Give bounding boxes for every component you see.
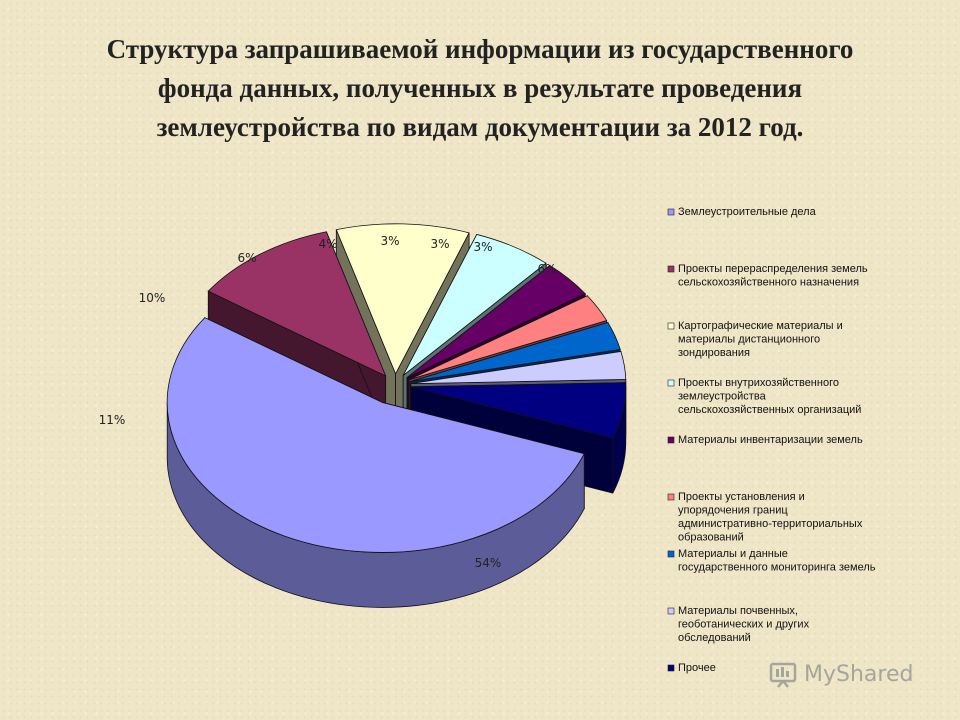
legend-item-6: Материалы и данные государственного монит… <box>678 548 876 574</box>
legend-swatch-6 <box>667 550 675 558</box>
legend-swatch-3 <box>667 379 675 387</box>
pie-slice-label-3: 6% <box>237 251 256 265</box>
chart-title: Структура запрашиваемой информации из го… <box>106 34 854 142</box>
pie-slice-4 <box>406 264 586 378</box>
pie-slice-label-8: 6% <box>537 262 556 276</box>
legend-item-4: Материалы инвентаризации земель <box>678 434 863 446</box>
legend-swatch-2 <box>667 322 675 330</box>
pie-slice-label-4: 4% <box>318 237 337 251</box>
pie-tops <box>166 223 627 553</box>
legend-swatch-0 <box>667 208 675 216</box>
pie-slice-5 <box>408 295 608 381</box>
pie-slice-label-7: 3% <box>473 240 492 254</box>
pie-slice-1 <box>207 231 387 377</box>
legend-item-2: Картографические материалы и материалы ди… <box>678 320 843 359</box>
presentation-board-icon <box>769 662 797 688</box>
legend-swatch-1 <box>667 265 675 273</box>
legend: Землеустроительные дела Проекты перераспр… <box>667 206 876 674</box>
pie-slice-0 <box>166 317 585 553</box>
pie-slice-label-2: 10% <box>139 291 166 305</box>
pie-slice-label-1: 11% <box>99 413 126 427</box>
legend-item-5: Проекты установления и упорядочения грани… <box>678 491 863 544</box>
legend-item-0: Землеустроительные дела <box>678 206 817 218</box>
pie-slice-2 <box>335 223 470 375</box>
legend-item-1: Проекты перераспределения земель сельскох… <box>678 263 868 289</box>
pie-slice-8 <box>410 382 627 439</box>
watermark-text: MyShared <box>804 661 914 687</box>
legend-item-8: Прочее <box>678 662 716 674</box>
legend-swatch-8 <box>667 664 675 672</box>
watermark: MyShared <box>768 656 913 692</box>
pie-labels: 54% 11% 10% 6% 4% 3% 3% 3% 6% <box>99 234 557 570</box>
pie-slice-label-6: 3% <box>430 237 449 251</box>
pie-slice-3 <box>402 233 547 376</box>
legend-swatch-7 <box>667 607 675 615</box>
legend-item-7: Материалы почвенных, геоботанических и др… <box>678 605 810 644</box>
pie-slice-7 <box>410 350 627 385</box>
pie-slice-label-5: 3% <box>380 234 399 248</box>
legend-swatch-5 <box>667 493 675 501</box>
legend-swatch-4 <box>667 436 675 444</box>
pie-slice-label-0: 54% <box>475 556 502 570</box>
legend-item-3: Проекты внутрихозяйственного землеустройс… <box>678 377 861 416</box>
pie-slice-6 <box>410 322 621 382</box>
